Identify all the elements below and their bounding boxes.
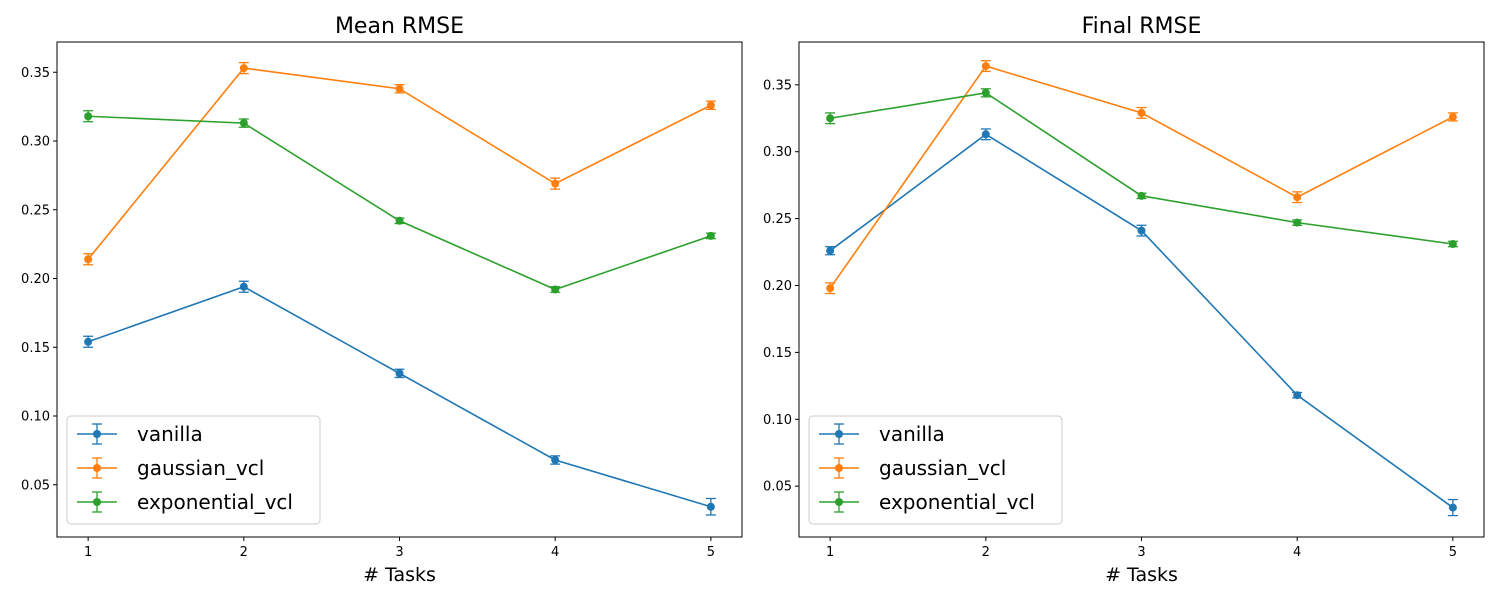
data-point — [84, 337, 93, 346]
legend-marker — [835, 430, 843, 438]
chart-panel-mean-rmse: Mean RMSE # Tasks 0.05 0.10 0.15 0.20 0.25 0.… — [21, 14, 743, 586]
series-vanilla — [825, 128, 1458, 517]
legend-label: vanilla — [137, 422, 203, 446]
x-tick-label: 2 — [240, 545, 248, 560]
data-point — [1293, 391, 1302, 400]
data-point — [84, 255, 93, 264]
data-point — [981, 88, 990, 97]
data-point — [706, 502, 715, 511]
legend-label: exponential_vcl — [879, 490, 1035, 514]
x-tick-label: 2 — [982, 545, 990, 560]
data-point — [1293, 193, 1302, 202]
legend-item-vanilla: vanilla — [77, 422, 203, 446]
y-tick-label: 0.05 — [763, 480, 792, 495]
y-tick-label: 0.35 — [763, 78, 792, 93]
data-point — [1137, 108, 1146, 117]
legend-item-exponential-vcl: exponential_vcl — [77, 490, 293, 514]
y-tick-label: 0.30 — [763, 145, 792, 160]
x-tick-label: 5 — [1449, 545, 1457, 560]
data-point — [706, 101, 715, 110]
y-tick-label: 0.15 — [763, 346, 792, 361]
series-exponential-vcl — [825, 88, 1458, 249]
data-point — [84, 112, 93, 121]
legend-label: exponential_vcl — [137, 490, 293, 514]
data-point — [395, 216, 404, 225]
data-point — [826, 246, 835, 255]
y-tick-label: 0.20 — [21, 272, 50, 287]
data-point — [1137, 226, 1146, 235]
legend-label: gaussian_vcl — [137, 456, 264, 480]
chart-title: Mean RMSE — [335, 14, 464, 39]
y-tick-label: 0.30 — [21, 135, 50, 150]
data-point — [239, 282, 248, 291]
chart-title: Final RMSE — [1082, 14, 1202, 39]
legend-label: gaussian_vcl — [879, 456, 1006, 480]
data-point — [551, 285, 560, 294]
x-tick-label: 3 — [395, 545, 403, 560]
y-tick-label: 0.20 — [763, 279, 792, 294]
data-point — [239, 64, 248, 73]
data-point — [395, 84, 404, 93]
legend-item-exponential-vcl: exponential_vcl — [819, 490, 1035, 514]
y-tick-label: 0.05 — [21, 478, 50, 493]
legend-marker — [93, 464, 101, 472]
legend-marker — [835, 498, 843, 506]
data-point — [826, 114, 835, 123]
legend-item-gaussian-vcl: gaussian_vcl — [819, 456, 1006, 480]
data-point — [706, 231, 715, 240]
y-tick-label: 0.25 — [763, 212, 792, 227]
data-point — [981, 130, 990, 139]
data-point — [1293, 218, 1302, 227]
legend-item-vanilla: vanilla — [819, 422, 945, 446]
data-point — [981, 62, 990, 71]
legend: vanilla gaussian_vcl exponential_vcl — [66, 415, 321, 525]
legend-item-gaussian-vcl: gaussian_vcl — [77, 456, 264, 480]
legend-marker — [93, 430, 101, 438]
legend-marker — [93, 498, 101, 506]
x-tick-label: 4 — [1293, 545, 1301, 560]
series-gaussian-vcl — [83, 61, 716, 266]
x-axis-label: # Tasks — [1105, 564, 1178, 586]
x-tick-label: 1 — [826, 545, 834, 560]
chart-panel-final-rmse: Final RMSE # Tasks 0.05 0.10 0.15 0.20 0.25 0… — [763, 14, 1485, 586]
y-tick-label: 0.35 — [21, 66, 50, 81]
series-gaussian-vcl — [825, 60, 1458, 295]
x-tick-label: 1 — [84, 545, 92, 560]
data-point — [1448, 240, 1457, 249]
data-point — [551, 179, 560, 188]
x-tick-label: 4 — [551, 545, 559, 560]
y-tick-label: 0.15 — [21, 341, 50, 356]
legend-label: vanilla — [879, 422, 945, 446]
data-point — [1448, 503, 1457, 512]
series-vanilla — [83, 280, 716, 516]
y-tick-label: 0.10 — [21, 410, 50, 425]
legend-marker — [835, 464, 843, 472]
x-tick-label: 5 — [707, 545, 715, 560]
x-tick-label: 3 — [1137, 545, 1145, 560]
y-tick-label: 0.25 — [21, 203, 50, 218]
legend-frame — [808, 415, 1063, 525]
legend: vanilla gaussian_vcl exponential_vcl — [808, 415, 1063, 525]
data-point — [826, 284, 835, 293]
x-axis-label: # Tasks — [363, 564, 436, 586]
data-point — [1448, 112, 1457, 121]
data-point — [395, 369, 404, 378]
data-point — [551, 456, 560, 464]
series-exponential-vcl — [83, 110, 716, 294]
y-tick-label: 0.10 — [763, 413, 792, 428]
legend-frame — [66, 415, 321, 525]
data-point — [239, 119, 248, 128]
data-point — [1137, 191, 1146, 200]
